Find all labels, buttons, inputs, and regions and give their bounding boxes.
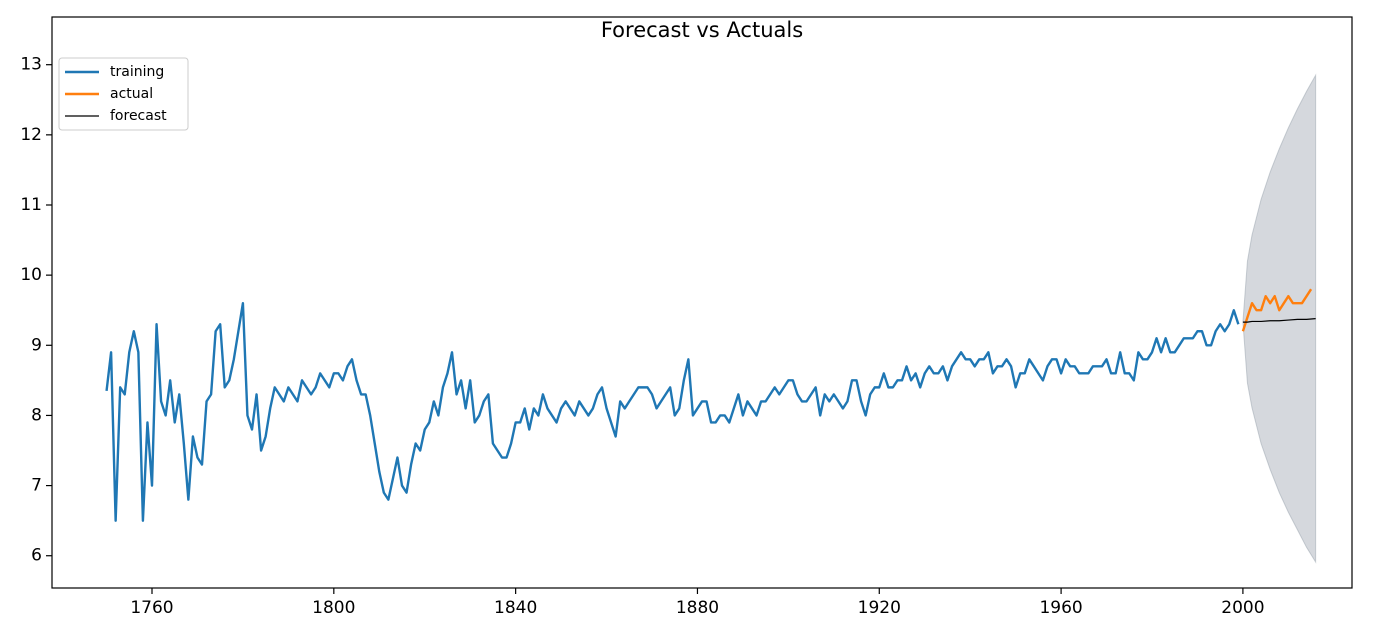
y-tick-label: 7: [31, 476, 42, 496]
y-tick-label: 8: [31, 405, 42, 425]
legend-label: training: [110, 64, 164, 80]
x-tick-label: 1880: [676, 598, 719, 618]
y-tick-label: 13: [20, 55, 42, 75]
series-line: [105, 302, 1240, 522]
legend: training actual forecast: [58, 57, 189, 131]
x-tick-label: 2000: [1221, 598, 1264, 618]
x-tick-label: 1760: [130, 598, 173, 618]
x-tick-label: 1840: [494, 598, 537, 618]
x-tick-label: 1800: [312, 598, 355, 618]
y-tick-label: 10: [20, 265, 42, 285]
x-tick-label: 1960: [1039, 598, 1082, 618]
legend-label: forecast: [110, 108, 167, 124]
series-line: [1242, 318, 1316, 323]
plot-frame: [51, 16, 1353, 589]
y-tick-label: 12: [20, 125, 42, 145]
y-tick-label: 11: [20, 195, 42, 215]
x-tick-label: 1920: [858, 598, 901, 618]
legend-box: [58, 57, 189, 131]
y-tick-label: 6: [31, 546, 42, 566]
series-line: [1241, 288, 1313, 332]
legend-label: actual: [110, 86, 153, 102]
chart-title: Forecast vs Actuals: [601, 18, 803, 42]
y-tick-label: 9: [31, 335, 42, 355]
